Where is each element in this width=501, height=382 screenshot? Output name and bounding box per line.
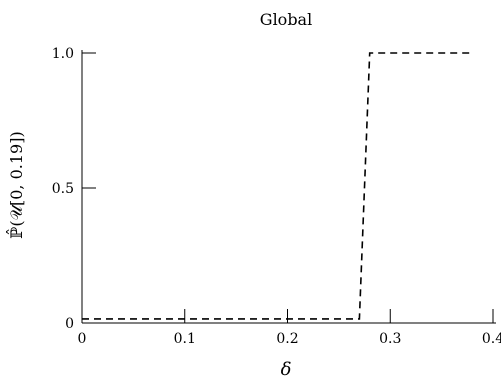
chart-title: Global: [260, 10, 312, 29]
x-tick-label: 0.3: [379, 331, 401, 347]
series-layer: [82, 52, 473, 320]
x-tick-label: 0.1: [174, 331, 196, 347]
x-tick-label: 0.4: [482, 331, 501, 347]
x-axis-label: δ: [281, 359, 292, 380]
y-tick-label: 1.0: [52, 46, 74, 62]
x-tick-label: 0: [78, 331, 87, 347]
x-tick-label: 0.2: [276, 331, 298, 347]
series-line: [82, 52, 473, 320]
y-ticks: 0 0.5 1.0: [52, 46, 96, 332]
y-tick-label: 0.5: [52, 181, 74, 197]
x-ticks: 0 0.1 0.2 0.3 0.4: [78, 309, 501, 347]
y-axis-label: ℙ̂(𝒰[0, 0.19]): [6, 131, 26, 238]
y-tick-label: 0: [65, 316, 74, 332]
